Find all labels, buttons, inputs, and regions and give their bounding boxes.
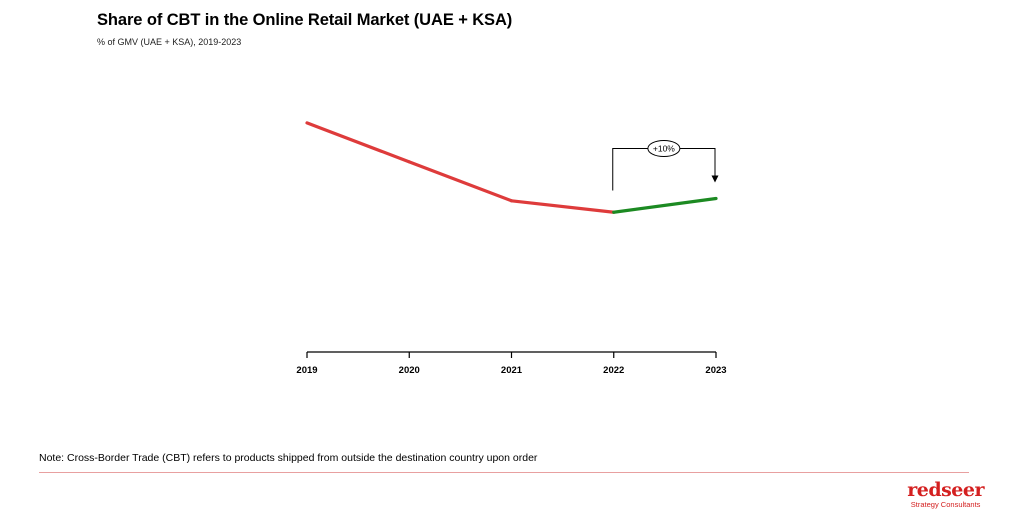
chart-subtitle: % of GMV (UAE + KSA), 2019-2023 [97, 37, 242, 47]
divider [39, 472, 969, 473]
footnote: Note: Cross-Border Trade (CBT) refers to… [39, 452, 538, 464]
chart-title: Share of CBT in the Online Retail Market… [97, 11, 513, 29]
logo-tagline: Strategy Consultants [910, 500, 981, 509]
series-segment [407, 160, 514, 203]
series-segment [612, 196, 718, 214]
series-segment [509, 199, 616, 214]
line-chart: 2019 2020 2021 2022 2023 +10% [296, 121, 727, 376]
x-tick-label: 2020 [399, 365, 420, 376]
series-segment [305, 121, 411, 164]
growth-label-bubble [647, 140, 681, 158]
redseer-logo: redseer Strategy Consultants [907, 479, 984, 510]
arrow-down-icon [711, 175, 719, 183]
x-tick-label: 2022 [603, 365, 624, 376]
x-tick-label: 2019 [296, 365, 317, 376]
growth-label: +10% [653, 144, 675, 154]
x-tick-label: 2021 [501, 365, 523, 376]
logo-wordmark: redseer [907, 479, 984, 501]
x-tick-label: 2023 [705, 365, 726, 376]
